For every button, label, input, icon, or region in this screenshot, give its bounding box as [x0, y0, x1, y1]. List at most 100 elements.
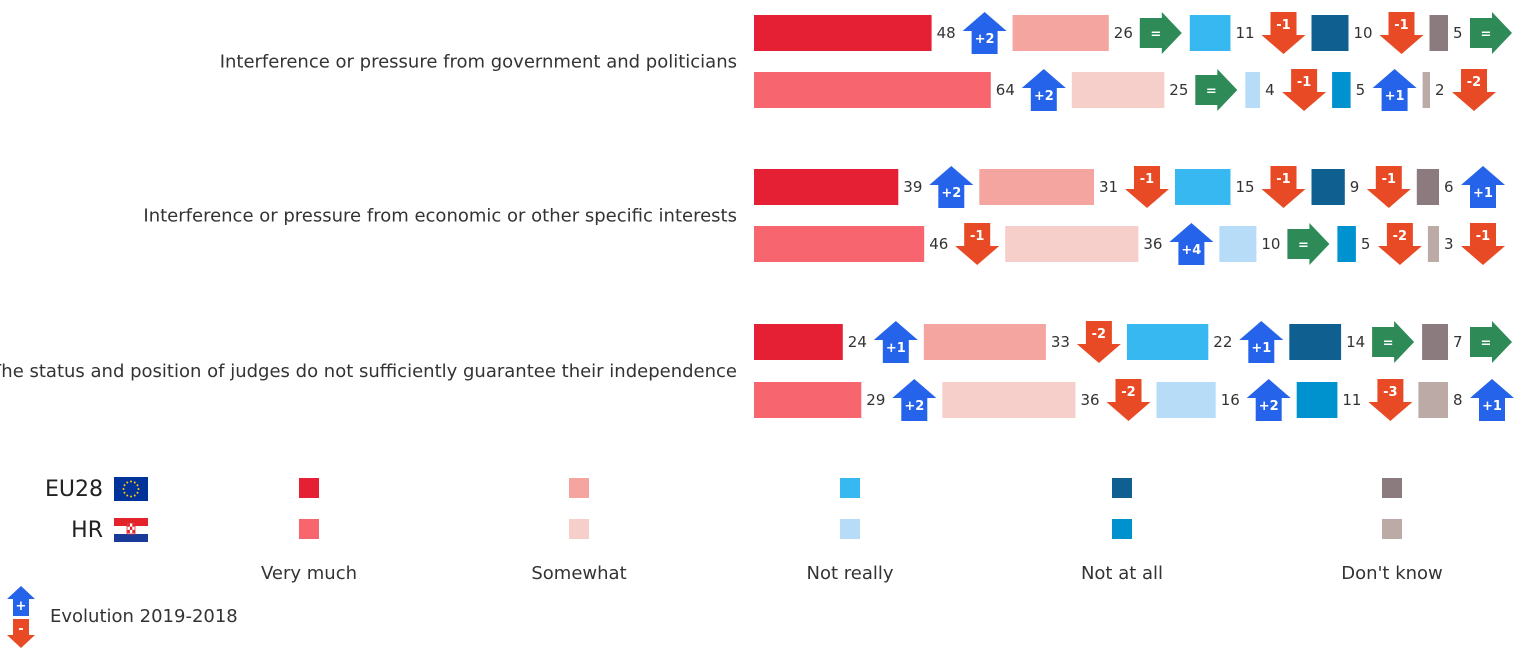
bar-don-t-know-eu28-1 — [1429, 15, 1448, 51]
eu-flag-star — [122, 488, 125, 490]
evolution-arrow-don-t-know-hr-1-label: -2 — [1467, 75, 1481, 90]
legend-swatch-somewhat-hr — [569, 519, 589, 539]
croatia-flag-red-stripe — [114, 518, 148, 526]
croatia-flag-icon — [114, 518, 148, 542]
legend-down-symbol: - — [18, 622, 23, 637]
legend-label-don-t-know: Don't know — [1341, 563, 1443, 584]
bar-not-really-hr-2 — [1219, 226, 1257, 262]
value-label-don-t-know-eu28-1: 5 — [1453, 24, 1463, 42]
evolution-arrow-not-at-all-eu28-1-shape — [1379, 12, 1424, 54]
legend-swatch-not-at-all-hr — [1112, 519, 1132, 539]
value-label-not-really-hr-2: 10 — [1261, 235, 1280, 253]
eu-flag-star — [130, 480, 132, 483]
legend-swatch-don-t-know-hr — [1382, 519, 1402, 539]
croatia-flag-checker — [127, 523, 130, 527]
evolution-arrow-don-t-know-hr-1-shape — [1452, 69, 1496, 111]
value-label-very-much-hr-1: 64 — [996, 81, 1015, 99]
evolution-arrow-very-much-hr-1: +2 — [1021, 69, 1066, 111]
evolution-arrow-don-t-know-hr-2: -1 — [1461, 223, 1505, 265]
evolution-arrow-very-much-hr-2-shape — [955, 223, 1000, 265]
evolution-arrow-not-really-hr-2-shape — [1287, 223, 1330, 265]
eu-flag-star — [133, 494, 136, 497]
value-label-don-t-know-hr-2: 3 — [1444, 235, 1454, 253]
evolution-arrow-don-t-know-eu28-2-shape — [1461, 166, 1505, 208]
bar-somewhat-hr-1 — [1071, 72, 1165, 108]
evolution-arrow-not-at-all-hr-2-label: -2 — [1393, 229, 1407, 244]
value-label-somewhat-eu28-1: 26 — [1114, 24, 1133, 42]
value-label-somewhat-hr-2: 36 — [1143, 235, 1162, 253]
evolution-arrow-somewhat-hr-2-shape — [1169, 223, 1214, 265]
evolution-arrow-don-t-know-eu28-3-label: = — [1481, 336, 1492, 351]
legend-swatch-very-much-hr — [299, 519, 319, 539]
value-label-very-much-hr-2: 46 — [929, 235, 948, 253]
category-label-1: Interference or pressure from government… — [220, 52, 737, 73]
legend-label-not-really: Not really — [806, 563, 893, 584]
evolution-arrow-not-really-eu28-3-label: +1 — [1251, 341, 1271, 356]
value-label-very-much-eu28-3: 24 — [848, 333, 867, 351]
evolution-arrow-very-much-hr-3: +2 — [892, 379, 937, 421]
bar-not-really-eu28-3 — [1126, 324, 1209, 360]
legend-down-arrow-icon: - — [7, 619, 35, 648]
eu-flag-star — [126, 481, 129, 484]
bar-somewhat-hr-3 — [942, 382, 1076, 418]
value-label-somewhat-hr-1: 25 — [1169, 81, 1188, 99]
evolution-arrow-somewhat-eu28-1-shape — [1139, 12, 1182, 54]
value-label-not-at-all-hr-3: 11 — [1342, 391, 1361, 409]
eu-flag-icon — [114, 477, 148, 501]
evolution-arrow-not-at-all-hr-3-label: -3 — [1383, 385, 1397, 400]
bar-not-at-all-hr-3 — [1296, 382, 1338, 418]
evolution-arrow-don-t-know-eu28-3-shape — [1470, 321, 1512, 363]
bar-don-t-know-eu28-3 — [1422, 324, 1448, 360]
legend-label-not-at-all: Not at all — [1081, 563, 1163, 584]
evolution-arrow-don-t-know-hr-1: -2 — [1452, 69, 1496, 111]
evolution-arrow-don-t-know-eu28-1-label: = — [1481, 27, 1492, 42]
legend-country-hr: HR — [71, 518, 103, 543]
bar-somewhat-eu28-2 — [979, 169, 1094, 205]
evolution-arrow-don-t-know-hr-3-label: +1 — [1482, 399, 1502, 414]
value-label-somewhat-eu28-2: 31 — [1099, 178, 1118, 196]
eu-flag-star — [126, 494, 129, 497]
croatia-flag-checker — [127, 529, 130, 534]
evolution-arrow-not-really-hr-1: -1 — [1282, 69, 1327, 111]
evolution-arrow-somewhat-hr-3-shape — [1106, 379, 1151, 421]
evolution-arrow-not-really-hr-2-label: = — [1298, 238, 1309, 253]
evolution-arrow-not-really-eu28-2-shape — [1261, 166, 1306, 208]
eu-flag-star — [133, 481, 136, 484]
evolution-arrow-don-t-know-hr-3-shape — [1470, 379, 1514, 421]
evolution-arrow-somewhat-eu28-2: -1 — [1125, 166, 1169, 208]
value-label-somewhat-hr-3: 36 — [1081, 391, 1100, 409]
evolution-arrow-not-at-all-eu28-2-shape — [1366, 166, 1411, 208]
value-label-don-t-know-hr-3: 8 — [1453, 391, 1463, 409]
evolution-arrow-not-at-all-eu28-2: -1 — [1366, 166, 1411, 208]
value-label-very-much-eu28-1: 48 — [937, 24, 956, 42]
evolution-arrow-not-at-all-eu28-3: = — [1372, 321, 1415, 363]
bar-not-at-all-eu28-1 — [1311, 15, 1349, 51]
value-label-not-at-all-hr-2: 5 — [1361, 235, 1371, 253]
evolution-arrow-not-really-hr-2: = — [1287, 223, 1330, 265]
evolution-arrow-very-much-eu28-1-label: +2 — [975, 32, 995, 47]
eu-flag-star — [136, 491, 139, 494]
evolution-arrow-not-at-all-hr-2-shape — [1377, 223, 1422, 265]
evolution-arrow-somewhat-eu28-2-shape — [1125, 166, 1169, 208]
evolution-arrow-not-really-eu28-1: -1 — [1261, 12, 1306, 54]
evolution-arrow-very-much-eu28-1: +2 — [962, 12, 1007, 54]
evolution-arrow-somewhat-hr-3-label: -2 — [1121, 385, 1135, 400]
value-label-not-at-all-eu28-3: 14 — [1346, 333, 1365, 351]
evolution-arrow-very-much-hr-1-shape — [1021, 69, 1066, 111]
legend-up-symbol: + — [16, 599, 27, 614]
bar-very-much-eu28-3 — [754, 324, 843, 360]
evolution-arrow-not-at-all-eu28-3-label: = — [1383, 336, 1394, 351]
evolution-arrow-very-much-eu28-3: +1 — [873, 321, 918, 363]
bar-don-t-know-hr-3 — [1418, 382, 1448, 418]
evolution-arrow-not-at-all-eu28-1: -1 — [1379, 12, 1424, 54]
bar-very-much-eu28-1 — [754, 15, 932, 51]
value-label-very-much-eu28-2: 39 — [903, 178, 922, 196]
evolution-arrow-very-much-eu28-3-label: +1 — [886, 341, 906, 356]
evolution-arrow-not-at-all-hr-2: -2 — [1377, 223, 1422, 265]
evolution-legend-label: Evolution 2019-2018 — [50, 606, 238, 627]
evolution-arrow-not-really-hr-3-shape — [1246, 379, 1291, 421]
evolution-arrow-don-t-know-eu28-2-label: +1 — [1473, 186, 1493, 201]
evolution-arrow-not-really-eu28-2-label: -1 — [1276, 172, 1290, 187]
legend-label-very-much: Very much — [261, 563, 357, 584]
